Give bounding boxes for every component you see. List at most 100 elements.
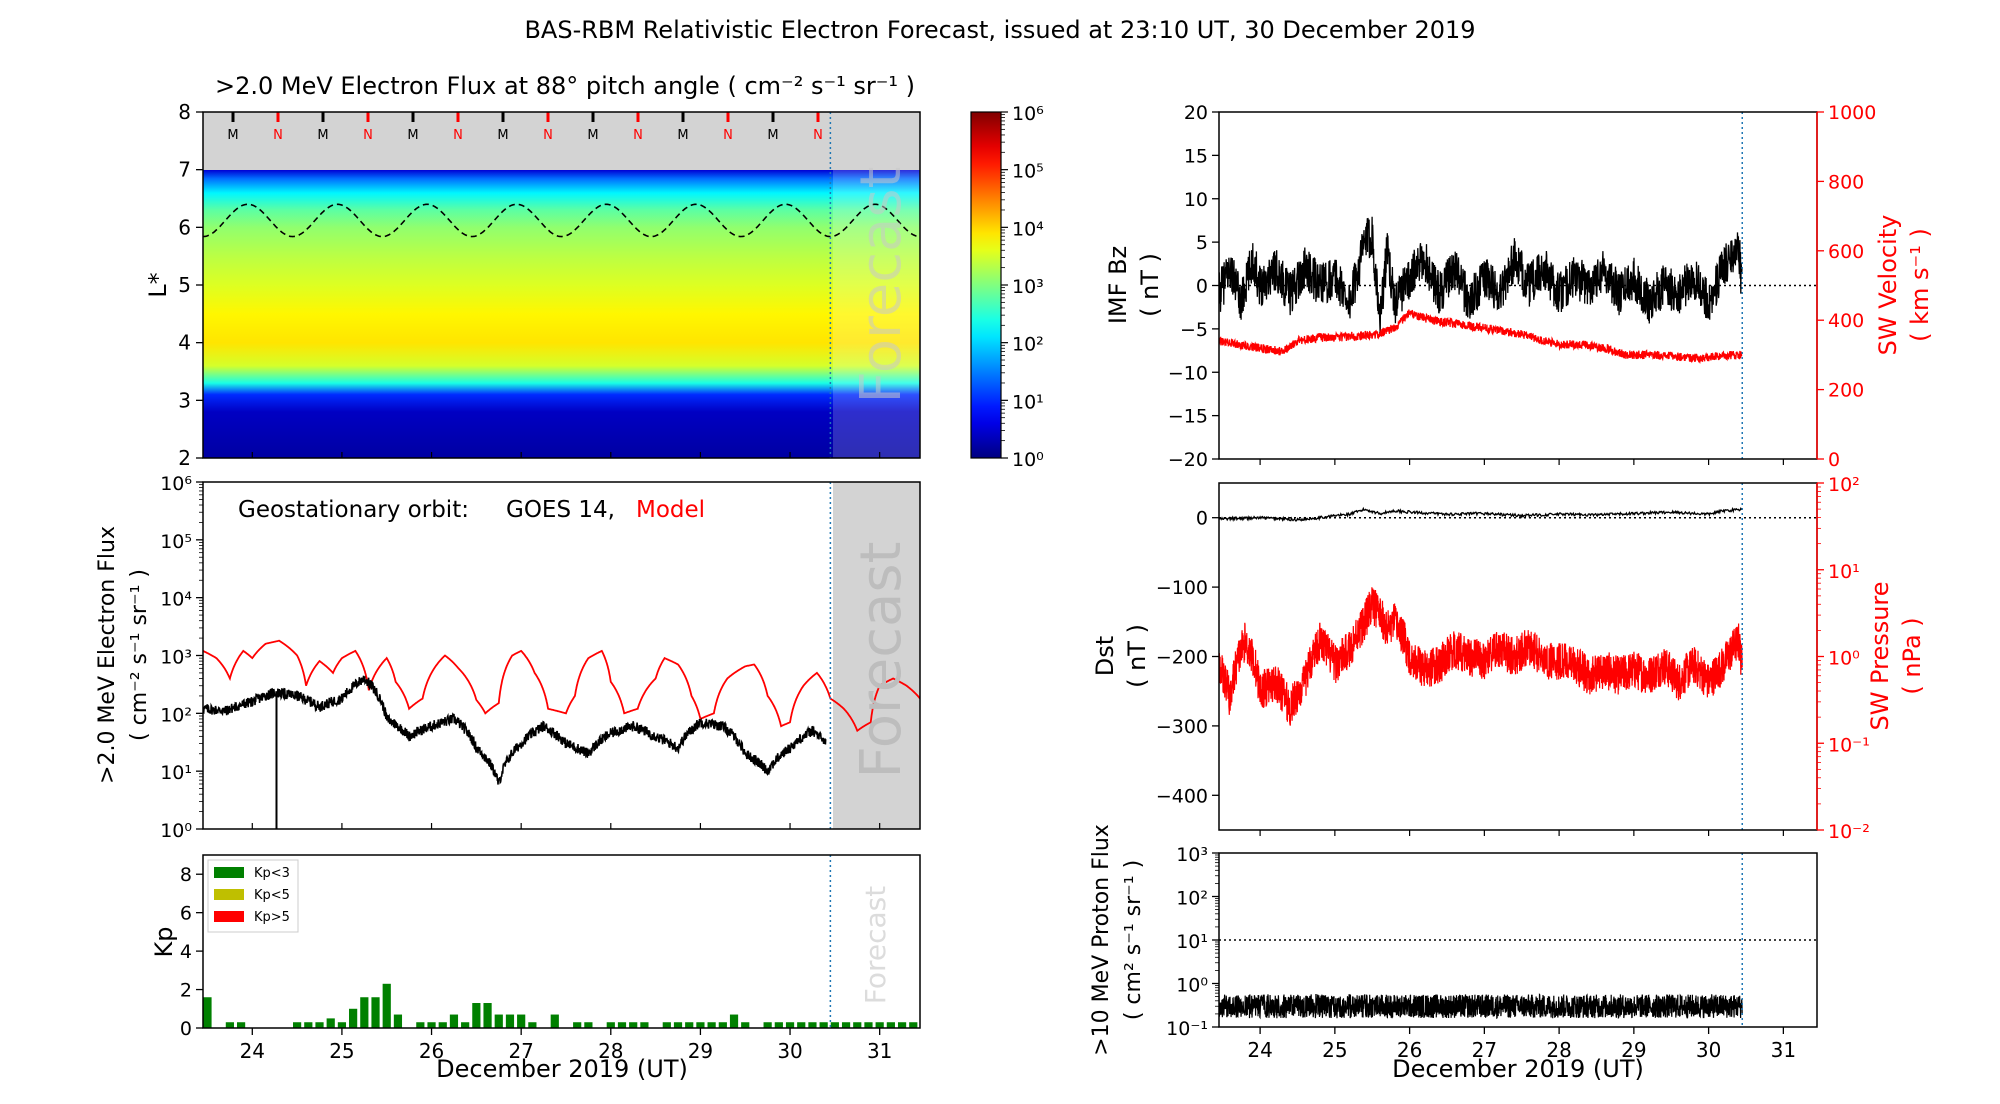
imf-ytick-label: 20 — [1184, 102, 1208, 124]
lstar-ylabel: L* — [144, 272, 172, 297]
geo-ytick-label: 10⁴ — [160, 589, 192, 611]
lstar-ytick-label: 6 — [178, 215, 191, 239]
proton-ytick-label: 10³ — [1176, 844, 1208, 866]
colorbar-tick-label: 10⁶ — [1012, 103, 1044, 125]
dst-ytick-label: −300 — [1156, 716, 1208, 738]
sw-velocity-line — [1219, 309, 1743, 364]
lstar-forecast-watermark: Forecast — [849, 167, 914, 404]
dst-rlabel-line1: SW Pressure — [1866, 581, 1894, 730]
kp-ytick-label: 6 — [180, 903, 192, 925]
kp-bar — [203, 997, 212, 1028]
kp-bar — [494, 1014, 503, 1028]
proton-ylabel-line2: ( cm² s⁻¹ sr⁻¹ ) — [1121, 860, 1146, 1020]
kp-bar — [640, 1022, 649, 1028]
dst-rlabel-line2: ( nPa ) — [1898, 617, 1926, 694]
heatmap-forecast-fade — [833, 170, 920, 458]
kp-bar — [517, 1014, 526, 1028]
imf-ytick-label: 5 — [1196, 232, 1208, 254]
mn-label: M — [227, 128, 238, 143]
mn-label: N — [813, 128, 823, 143]
geo-ytick-label: 10⁶ — [160, 473, 192, 495]
kp-ytick-label: 0 — [180, 1018, 192, 1040]
kp-bar — [483, 1003, 492, 1028]
kp-bar — [886, 1022, 895, 1028]
kp-legend-high: Kp>5 — [254, 910, 290, 925]
kp-legend-mid: Kp<5 — [254, 888, 290, 903]
velocity-ytick-label: 200 — [1828, 380, 1864, 402]
kp-bar — [819, 1022, 828, 1028]
colorbar-gradient — [970, 111, 1002, 459]
proton-xtick-label: 29 — [1621, 1038, 1646, 1062]
dst-ytick-label: −200 — [1156, 647, 1208, 669]
kp-xtick-label: 29 — [688, 1039, 713, 1063]
imf-ylabel-line2: ( nT ) — [1136, 253, 1164, 317]
geo-legend-goes: GOES 14, — [506, 497, 615, 523]
dst-ylabel-line1: Dst — [1091, 636, 1119, 676]
mn-label: N — [633, 128, 643, 143]
kp-bar — [763, 1022, 772, 1028]
colorbar-tick-label: 10³ — [1012, 276, 1044, 298]
kp-bar — [696, 1022, 705, 1028]
pressure-ytick-label: 10⁻² — [1828, 821, 1870, 843]
imf-ytick-label: 0 — [1196, 276, 1208, 298]
imf-ytick-label: −10 — [1168, 362, 1208, 384]
dst-ylabel-line2: ( nT ) — [1123, 624, 1151, 688]
proton-xtick-label: 31 — [1771, 1038, 1796, 1062]
kp-bar — [550, 1014, 559, 1028]
imf-ylabel-line1: IMF Bz — [1104, 246, 1132, 324]
lstar-ytick-label: 2 — [178, 446, 191, 470]
kp-bar — [449, 1014, 459, 1028]
kp-bar — [360, 997, 369, 1028]
kp-bar — [617, 1022, 627, 1028]
kp-bar — [797, 1022, 806, 1028]
colorbar-tick-label: 10⁵ — [1012, 161, 1044, 183]
imf-rlabel-line1: SW Velocity — [1874, 215, 1902, 356]
kp-bar — [606, 1022, 615, 1028]
kp-bar — [897, 1022, 907, 1028]
proton-ytick-label: 10² — [1176, 888, 1208, 910]
imf-ytick-label: 10 — [1184, 189, 1208, 211]
mn-label: M — [587, 128, 598, 143]
kp-xtick-label: 30 — [777, 1039, 802, 1063]
kp-bar — [349, 1008, 358, 1028]
geo-ytick-label: 10⁵ — [160, 531, 192, 553]
geo-ylabel-line1: >2.0 MeV Electron Flux — [95, 526, 120, 784]
kp-bar — [718, 1022, 727, 1028]
kp-bar — [326, 1018, 335, 1028]
kp-bar — [741, 1022, 750, 1028]
kp-xtick-label: 27 — [508, 1039, 533, 1063]
kp-bar — [225, 1022, 234, 1028]
kp-legend-swatch-low — [214, 867, 244, 878]
kp-bar — [416, 1022, 425, 1028]
proton-xtick-label: 26 — [1397, 1038, 1422, 1062]
lstar-ytick-label: 7 — [178, 158, 191, 182]
kp-xtick-label: 31 — [867, 1039, 892, 1063]
kp-bar — [382, 983, 391, 1028]
geo-ytick-label: 10³ — [160, 647, 192, 669]
kp-bar — [864, 1022, 873, 1028]
geo-legend-model: Model — [636, 497, 705, 523]
kp-bar — [685, 1022, 694, 1028]
dst-line — [1219, 506, 1743, 523]
imf-ytick-label: 15 — [1184, 145, 1208, 167]
kp-xtick-label: 24 — [240, 1039, 265, 1063]
lstar-panel: >2.0 MeV Electron Flux at 88° pitch angl… — [144, 72, 921, 470]
dst-ytick-label: −100 — [1156, 577, 1208, 599]
mn-label: M — [497, 128, 508, 143]
kp-bar — [293, 1022, 302, 1028]
colorbar-tick-label: 10⁴ — [1012, 218, 1044, 240]
proton-ytick-label: 10⁻¹ — [1166, 1018, 1208, 1040]
proton-panel: 10⁻¹ 10⁰ 10¹ 10² 10³ 24 25 26 27 28 29 30 31 >10 MeV… — [1089, 824, 1818, 1083]
kp-ytick-label: 8 — [180, 864, 192, 886]
imf-rlabel-line2: ( km s⁻¹ ) — [1906, 228, 1934, 342]
geo-frame — [202, 481, 921, 830]
mn-label: M — [767, 128, 778, 143]
velocity-ytick-label: 800 — [1828, 171, 1864, 193]
kp-bar — [629, 1022, 638, 1028]
colorbar-tick-label: 10¹ — [1012, 391, 1044, 413]
mn-label: M — [317, 128, 328, 143]
pressure-ytick-label: 10¹ — [1828, 561, 1860, 583]
